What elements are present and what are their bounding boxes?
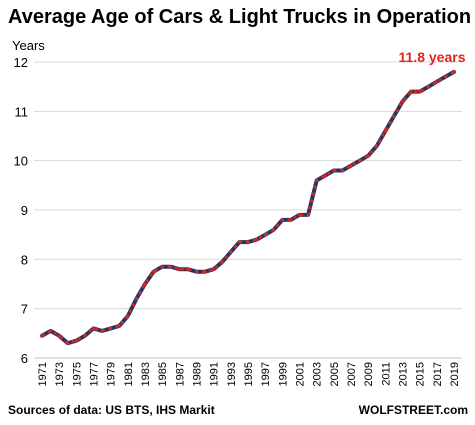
brand-label: WOLFSTREET.com — [359, 403, 468, 417]
data-point — [409, 90, 413, 94]
y-tick-label: 8 — [21, 252, 28, 267]
x-tick-label: 1991 — [209, 362, 221, 386]
data-point — [272, 228, 276, 232]
x-tick-label: 2015 — [415, 362, 427, 386]
x-tick-label: 2011 — [380, 362, 392, 386]
data-point — [306, 213, 310, 217]
data-point — [177, 267, 181, 271]
y-axis-unit-label: Years — [12, 38, 45, 53]
x-tick-label: 2007 — [346, 362, 358, 386]
y-tick-label: 12 — [14, 55, 28, 70]
x-tick-label: 1997 — [260, 362, 272, 386]
x-tick-label: 1975 — [71, 362, 83, 386]
data-point — [452, 70, 456, 74]
data-point — [237, 240, 242, 244]
data-point — [83, 334, 87, 338]
data-point — [220, 260, 224, 264]
x-tick-label: 1987 — [174, 362, 186, 386]
data-point — [91, 326, 96, 330]
x-tick-label: 2017 — [432, 362, 444, 386]
x-tick-label: 1985 — [157, 362, 169, 386]
data-point — [143, 282, 147, 286]
data-point — [280, 218, 284, 222]
data-point — [109, 326, 113, 330]
data-point — [297, 213, 302, 217]
series-line — [40, 69, 456, 346]
data-point — [289, 218, 293, 222]
data-point — [418, 90, 422, 94]
data-point — [194, 270, 199, 274]
data-point — [100, 329, 104, 333]
data-point — [443, 75, 448, 79]
x-tick-label: 1971 — [37, 362, 49, 386]
data-point — [74, 339, 78, 343]
data-point — [315, 178, 319, 182]
x-tick-label: 1973 — [54, 362, 66, 386]
data-point — [40, 334, 44, 338]
series — [40, 69, 456, 346]
data-point — [426, 85, 430, 89]
data-point — [375, 144, 379, 148]
x-tick-label: 1979 — [106, 362, 118, 386]
data-point — [117, 324, 121, 328]
data-point — [332, 168, 336, 173]
x-tick-label: 2003 — [312, 362, 324, 386]
data-point — [48, 329, 53, 333]
series-dotted-overlay — [41, 70, 455, 345]
x-tick-label: 1989 — [192, 362, 204, 386]
y-tick-label: 11 — [15, 104, 29, 119]
y-axis-ticks: 6 7 8 9 10 11 12 — [14, 55, 28, 366]
data-point — [186, 267, 190, 271]
x-tick-label: 1999 — [277, 362, 289, 386]
data-point — [203, 270, 207, 274]
source-note: Sources of data: US BTS, IHS Markit — [8, 403, 215, 417]
data-point — [357, 159, 362, 163]
chart-title: Average Age of Cars & Light Trucks in Op… — [8, 6, 471, 28]
data-point — [160, 265, 164, 269]
y-tick-label: 9 — [21, 203, 28, 218]
x-tick-label: 1981 — [123, 362, 135, 386]
gridlines — [34, 61, 462, 310]
y-tick-label: 6 — [21, 351, 28, 366]
x-tick-label: 2009 — [363, 362, 375, 386]
data-point — [263, 233, 267, 237]
data-point — [57, 334, 61, 338]
y-tick-label: 10 — [14, 154, 28, 169]
data-point — [340, 168, 345, 173]
x-tick-label: 1977 — [89, 362, 101, 386]
data-point — [126, 314, 130, 318]
x-tick-label: 2013 — [398, 362, 410, 386]
data-point — [212, 267, 216, 271]
x-tick-label: 1993 — [226, 362, 238, 386]
data-point — [435, 80, 439, 84]
data-point — [229, 250, 233, 254]
x-tick-label: 1983 — [140, 362, 152, 386]
data-point — [151, 270, 156, 274]
data-point — [400, 99, 405, 104]
data-point — [383, 129, 387, 133]
x-tick-label: 2019 — [449, 362, 461, 386]
x-axis-ticks: 1971 1973 1975 1977 1979 1981 1983 1985 1987 1989… — [37, 362, 461, 386]
data-point — [169, 265, 173, 269]
data-point — [254, 238, 259, 242]
end-value-label: 11.8 years — [399, 49, 466, 65]
data-point — [392, 114, 396, 118]
data-point — [349, 164, 353, 168]
data-point — [66, 341, 70, 345]
data-point — [246, 240, 250, 244]
x-tick-label: 1995 — [243, 362, 255, 386]
x-tick-label: 2005 — [329, 362, 341, 386]
data-point — [366, 154, 370, 158]
y-tick-label: 7 — [21, 302, 28, 317]
x-tick-label: 2001 — [295, 362, 307, 386]
data-point — [134, 297, 139, 301]
data-point — [323, 173, 327, 178]
